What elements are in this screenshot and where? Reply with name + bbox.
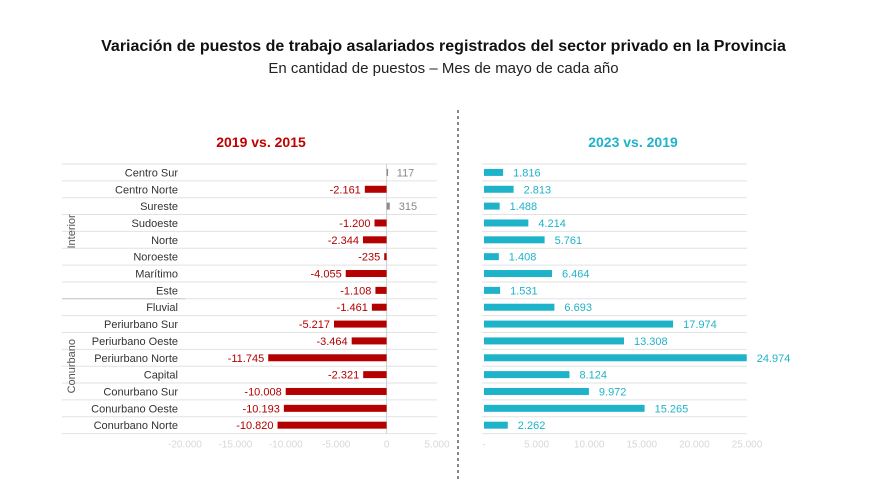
left-bar: [334, 320, 387, 328]
right-value-label: 1.408: [509, 252, 537, 264]
left-bar: [345, 270, 387, 278]
left-x-tick-label: -5.000: [322, 440, 351, 451]
right-bar: [484, 320, 674, 328]
right-x-tick-label: 5.000: [524, 440, 549, 451]
right-value-label: 6.693: [564, 302, 592, 314]
right-value-label: 6.464: [562, 269, 590, 281]
right-value-label: 2.262: [518, 420, 546, 432]
right-value-label: 24.974: [757, 353, 791, 365]
right-chart-title: 2023 vs. 2019: [588, 134, 678, 150]
right-bar: [484, 286, 501, 294]
right-bar: [484, 387, 589, 395]
left-value-label: -11.745: [228, 353, 265, 365]
left-bar: [351, 337, 387, 345]
right-bar: [484, 421, 508, 429]
category-label: Centro Norte: [115, 184, 178, 196]
right-bar: [484, 354, 747, 362]
chart-subtitle: En cantidad de puestos – Mes de mayo de …: [268, 60, 619, 77]
left-x-tick-label: 0: [384, 440, 390, 451]
left-bar: [371, 303, 387, 311]
left-x-tick-label: -10.000: [269, 440, 303, 451]
right-bar: [484, 185, 514, 193]
left-bar: [277, 421, 387, 429]
category-label: Periurbano Norte: [94, 353, 178, 365]
right-value-label: 1.816: [513, 167, 541, 179]
category-label: Sudoeste: [132, 218, 178, 230]
left-bar: [363, 371, 387, 379]
chart-title: Variación de puestos de trabajo asalaria…: [101, 38, 786, 55]
left-value-label: -10.193: [243, 403, 280, 415]
left-x-tick-label: -15.000: [218, 440, 252, 451]
left-bar: [362, 236, 387, 244]
left-bar: [374, 219, 387, 227]
right-value-label: 4.214: [538, 218, 566, 230]
right-bar: [484, 303, 555, 311]
right-value-label: 9.972: [599, 386, 627, 398]
left-value-label: -1.200: [339, 218, 370, 230]
left-value-label: -1.461: [337, 302, 368, 314]
right-x-tick-label: 20.000: [679, 440, 710, 451]
category-label: Norte: [151, 235, 178, 247]
left-bar: [283, 404, 387, 412]
left-bar: [268, 354, 387, 362]
left-x-tick-label: 5.000: [424, 440, 449, 451]
right-value-label: 2.813: [524, 184, 552, 196]
right-x-tick-label: 15.000: [627, 440, 658, 451]
left-x-tick-label: -20.000: [168, 440, 202, 451]
right-x-tick-label: 25.000: [732, 440, 763, 451]
category-label: Fluvial: [146, 302, 178, 314]
category-label: Sureste: [140, 201, 178, 213]
right-value-label: 8.124: [579, 370, 607, 382]
group-label-1: Conurbano: [66, 339, 78, 393]
right-bar: [484, 371, 570, 379]
right-value-label: 15.265: [655, 403, 689, 415]
category-label: Periurbano Oeste: [92, 336, 178, 348]
left-value-label: -2.344: [328, 235, 359, 247]
left-bar: [384, 253, 387, 261]
right-bar: [484, 219, 529, 227]
right-x-tick-label: 10.000: [574, 440, 605, 451]
left-value-label: -5.217: [299, 319, 330, 331]
left-bar: [375, 286, 387, 294]
category-label: Noroeste: [133, 252, 178, 264]
category-label: Centro Sur: [125, 167, 179, 179]
right-bar: [484, 337, 625, 345]
left-bar: [364, 185, 387, 193]
category-label: Conurbano Norte: [94, 420, 178, 432]
right-value-label: 5.761: [555, 235, 583, 247]
right-bar: [484, 270, 553, 278]
left-value-label: -10.008: [244, 386, 281, 398]
right-value-label: 1.531: [510, 285, 538, 297]
right-bar: [484, 236, 545, 244]
category-label: Marítimo: [135, 269, 178, 281]
category-label: Capital: [144, 370, 178, 382]
left-bar: [285, 387, 387, 395]
category-label: Conurbano Oeste: [91, 403, 178, 415]
right-bar: [484, 202, 500, 210]
right-x-tick-label: -: [482, 440, 485, 451]
right-value-label: 17.974: [683, 319, 717, 331]
right-bar: [484, 168, 504, 176]
category-label: Este: [156, 285, 178, 297]
left-value-label: -10.820: [236, 420, 273, 432]
right-value-label: 13.308: [634, 336, 668, 348]
left-chart-title: 2019 vs. 2015: [216, 134, 306, 150]
left-value-label: -2.161: [330, 184, 361, 196]
left-value-label: 315: [399, 201, 417, 213]
right-value-label: 1.488: [510, 201, 538, 213]
left-bar: [386, 202, 390, 210]
right-bar: [484, 404, 645, 412]
category-label: Conurbano Sur: [103, 386, 178, 398]
right-bar: [484, 253, 499, 261]
left-value-label: -1.108: [340, 285, 371, 297]
left-value-label: -3.464: [316, 336, 347, 348]
group-label-0: Interior: [66, 214, 78, 249]
left-value-label: 117: [397, 167, 415, 179]
left-value-label: -2.321: [328, 370, 359, 382]
left-value-label: -4.055: [311, 269, 342, 281]
left-bar: [386, 168, 389, 176]
left-value-label: -235: [358, 252, 380, 264]
category-label: Periurbano Sur: [104, 319, 178, 331]
